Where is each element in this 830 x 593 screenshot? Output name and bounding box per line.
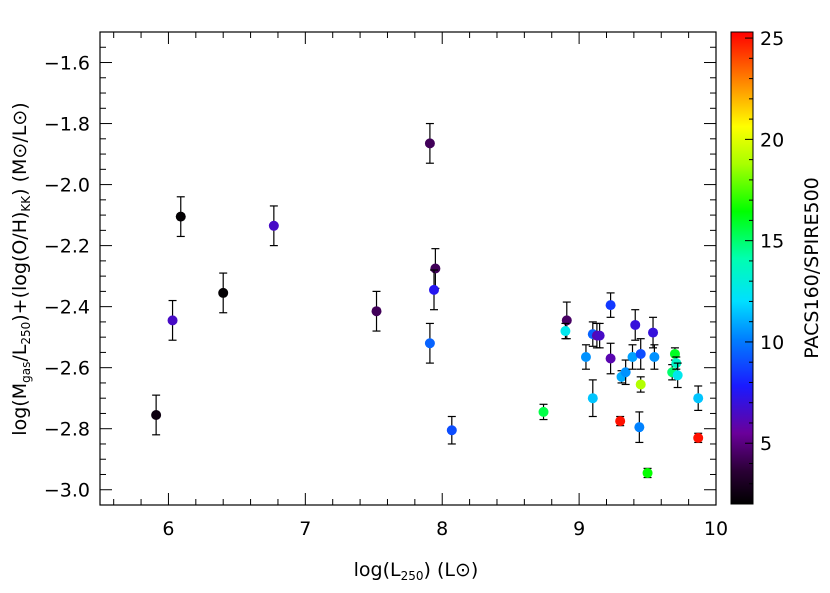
data-point [693,393,704,404]
y-tick-label: −2.4 [44,297,90,319]
data-point [151,409,162,420]
y-axis-title-sym1: ⊙ [9,143,31,159]
data-point [538,406,549,417]
data-point [594,330,605,341]
data-point [167,315,178,326]
data-point [424,138,435,149]
data-point [175,211,186,222]
colorbar-tick-label: 10 [760,332,784,354]
colorbar: 5 10 15 20 25 [730,28,784,505]
colorbar-ticks-group: 5 10 15 20 25 [745,28,784,485]
x-axis-title-prefix: log(L [354,559,401,581]
x-axis-title-suffix: ) (L [424,559,456,581]
plot-frame-group [99,31,717,506]
y-tick-label: −1.6 [44,53,90,75]
y-tick-label: −1.8 [44,114,90,136]
data-point [430,263,441,274]
data-point [648,327,659,338]
colorbar-tick-label: 20 [760,129,784,151]
y-axis-title-s1: gas [19,362,33,383]
y-axis-title-p1: log(M [9,383,31,436]
x-tick-label: 6 [162,518,174,540]
data-point [634,422,645,433]
data-point [627,351,638,362]
y-axis-title-p2: /L [9,344,31,361]
y-axis-title-sym2: ⊙ [9,110,31,126]
data-point [615,416,626,427]
y-axis-title-s2: 250 [19,322,33,345]
y-axis-title-p5: /L [9,125,31,142]
y-axis-title-p4: ) (M [9,159,31,196]
colorbar-title: PACS160/SPIRE500 [801,177,823,359]
x-axis-title: log(L250) (L⊙) [354,559,479,583]
data-point [560,326,571,337]
y-axis-title-s3: KK [19,195,33,212]
data-point [424,338,435,349]
data-point [630,319,641,330]
data-point [605,300,616,311]
data-point [672,370,683,381]
data-points-group [151,122,704,479]
x-tick-label: 9 [573,518,585,540]
y-tick-label: −2.2 [44,236,90,258]
plot-frame [99,31,717,506]
data-point [580,351,591,362]
x-tick-label: 7 [299,518,311,540]
tick-labels-group: 6 7 8 9 10 −3.0 −2.8 −2.6 −2.4 −2.2 −2.0 −1.8 −1.6 [44,53,728,540]
y-tick-label: −2.6 [44,358,90,380]
data-point [649,351,660,362]
colorbar-tick-label: 25 [760,28,784,50]
x-axis-title-sun-symbol: ⊙ [455,559,471,581]
y-axis-title-p3: )+(log(O/H) [9,212,31,322]
colorbar-gradient [730,31,754,505]
y-tick-label: −2.8 [44,419,90,441]
data-point [371,306,382,317]
data-point [605,353,616,364]
y-axis-title-p6: ) [9,102,31,109]
data-point [693,432,704,443]
data-point [429,284,440,295]
colorbar-tick-label: 5 [760,433,772,455]
data-point [620,367,631,378]
x-axis-title-sub: 250 [401,569,424,583]
x-tick-label: 8 [436,518,448,540]
y-axis-title: log(Mgas/L250)+(log(O/H)KK) (M⊙/L⊙) [9,102,33,435]
colorbar-tick-label: 15 [760,231,784,253]
y-tick-label: −3.0 [44,480,90,502]
x-axis-title-end: ) [471,559,478,581]
data-point [635,348,646,359]
data-point [635,379,646,390]
data-point [642,467,653,478]
data-point [218,287,229,298]
data-point [446,425,457,436]
data-point [268,220,279,231]
data-point [587,393,598,404]
y-tick-label: −2.0 [44,175,90,197]
x-tick-label: 10 [704,518,728,540]
